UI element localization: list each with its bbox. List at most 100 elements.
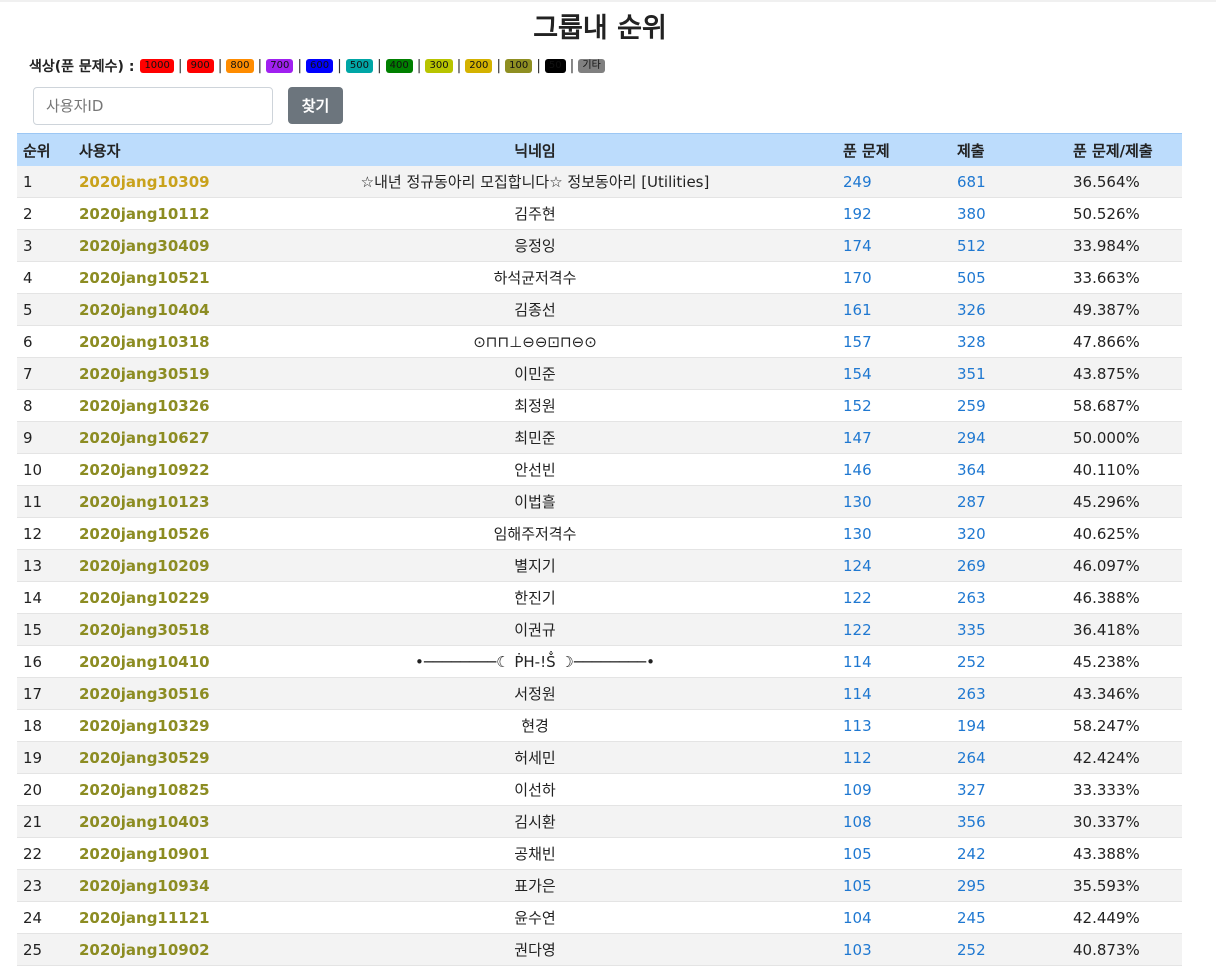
- submission-count-link[interactable]: 326: [951, 293, 1067, 326]
- legend-separator: |: [569, 58, 575, 74]
- user-link[interactable]: 2020jang10825: [73, 773, 233, 806]
- rank-cell: 19: [17, 741, 73, 774]
- submission-count-link[interactable]: 259: [951, 389, 1067, 422]
- solved-count-link[interactable]: 130: [837, 485, 951, 518]
- user-link[interactable]: 2020jang10209: [73, 549, 233, 582]
- submission-count-link[interactable]: 263: [951, 677, 1067, 710]
- submission-count-link[interactable]: 681: [951, 166, 1067, 198]
- user-link[interactable]: 2020jang30518: [73, 613, 233, 646]
- submission-count-link[interactable]: 287: [951, 485, 1067, 518]
- submission-count-link[interactable]: 242: [951, 837, 1067, 870]
- user-link[interactable]: 2020jang10329: [73, 709, 233, 742]
- user-link[interactable]: 2020jang10526: [73, 517, 233, 550]
- submission-count-link[interactable]: 295: [951, 869, 1067, 902]
- solved-count-link[interactable]: 114: [837, 677, 951, 710]
- nickname-cell: 김종선: [233, 293, 837, 326]
- top-border: [0, 0, 1216, 2]
- submission-count-link[interactable]: 245: [951, 901, 1067, 934]
- solved-count-link[interactable]: 114: [837, 645, 951, 678]
- ratio-cell: 42.449%: [1067, 901, 1182, 934]
- submission-count-link[interactable]: 351: [951, 357, 1067, 390]
- user-link[interactable]: 2020jang10123: [73, 485, 233, 518]
- rank-cell: 1: [17, 166, 73, 198]
- submission-count-link[interactable]: 356: [951, 805, 1067, 838]
- solved-count-link[interactable]: 147: [837, 421, 951, 454]
- user-link[interactable]: 2020jang30516: [73, 677, 233, 710]
- solved-count-link[interactable]: 122: [837, 581, 951, 614]
- user-link[interactable]: 2020jang10922: [73, 453, 233, 486]
- legend-separator: |: [257, 58, 263, 74]
- solved-count-link[interactable]: 113: [837, 709, 951, 742]
- submission-count-link[interactable]: 320: [951, 517, 1067, 550]
- user-link[interactable]: 2020jang10326: [73, 389, 233, 422]
- ratio-cell: 33.333%: [1067, 773, 1182, 806]
- user-link[interactable]: 2020jang10901: [73, 837, 233, 870]
- solved-count-link[interactable]: 154: [837, 357, 951, 390]
- submission-count-link[interactable]: 294: [951, 421, 1067, 454]
- solved-count-link[interactable]: 122: [837, 613, 951, 646]
- user-link[interactable]: 2020jang10309: [73, 166, 233, 198]
- solved-count-link[interactable]: 174: [837, 229, 951, 262]
- user-id-search-input[interactable]: [33, 87, 273, 125]
- rank-cell: 23: [17, 869, 73, 902]
- legend-separator: |: [496, 58, 502, 74]
- user-link[interactable]: 2020jang10318: [73, 325, 233, 358]
- user-link[interactable]: 2020jang30409: [73, 229, 233, 262]
- submission-count-link[interactable]: 364: [951, 453, 1067, 486]
- nickname-cell: 이권규: [233, 613, 837, 646]
- submission-count-link[interactable]: 328: [951, 325, 1067, 358]
- submission-count-link[interactable]: 263: [951, 581, 1067, 614]
- solved-count-link[interactable]: 109: [837, 773, 951, 806]
- submission-count-link[interactable]: 252: [951, 645, 1067, 678]
- submission-count-link[interactable]: 505: [951, 261, 1067, 294]
- user-link[interactable]: 2020jang10521: [73, 261, 233, 294]
- solved-count-link[interactable]: 157: [837, 325, 951, 358]
- table-row: 22 2020jang10901 공채빈 105 242 43.388%: [17, 837, 1182, 870]
- user-link[interactable]: 2020jang10229: [73, 581, 233, 614]
- table-row: 20 2020jang10825 이선하 109 327 33.333%: [17, 773, 1182, 806]
- submission-count-link[interactable]: 269: [951, 549, 1067, 582]
- solved-count-link[interactable]: 146: [837, 453, 951, 486]
- legend-badge: 1000: [140, 59, 174, 73]
- submission-count-link[interactable]: 252: [951, 933, 1067, 966]
- solved-count-link[interactable]: 170: [837, 261, 951, 294]
- solved-count-link[interactable]: 130: [837, 517, 951, 550]
- solved-count-link[interactable]: 192: [837, 197, 951, 230]
- color-legend: 색상(푼 문제수) : 1000 | 900 | 800 | 700 | 600 | 500 | 400…: [29, 56, 605, 76]
- solved-count-link[interactable]: 249: [837, 166, 951, 198]
- submission-count-link[interactable]: 194: [951, 709, 1067, 742]
- table-row: 15 2020jang30518 이권규 122 335 36.418%: [17, 613, 1182, 646]
- submission-count-link[interactable]: 264: [951, 741, 1067, 774]
- ratio-cell: 43.388%: [1067, 837, 1182, 870]
- user-link[interactable]: 2020jang30519: [73, 357, 233, 390]
- solved-count-link[interactable]: 105: [837, 869, 951, 902]
- solved-count-link[interactable]: 105: [837, 837, 951, 870]
- solved-count-link[interactable]: 152: [837, 389, 951, 422]
- legend-badge: 400: [385, 59, 413, 73]
- ratio-cell: 36.564%: [1067, 166, 1182, 198]
- user-link[interactable]: 2020jang10934: [73, 869, 233, 902]
- submission-count-link[interactable]: 380: [951, 197, 1067, 230]
- search-button[interactable]: 찾기: [288, 87, 343, 124]
- user-link[interactable]: 2020jang30529: [73, 741, 233, 774]
- submission-count-link[interactable]: 327: [951, 773, 1067, 806]
- table-row: 25 2020jang10902 권다영 103 252 40.873%: [17, 933, 1182, 966]
- user-link[interactable]: 2020jang10403: [73, 805, 233, 838]
- user-link[interactable]: 2020jang11121: [73, 901, 233, 934]
- solved-count-link[interactable]: 108: [837, 805, 951, 838]
- solved-count-link[interactable]: 161: [837, 293, 951, 326]
- legend-badge: 50: [544, 59, 566, 73]
- rank-cell: 17: [17, 677, 73, 710]
- user-link[interactable]: 2020jang10410: [73, 645, 233, 678]
- user-link[interactable]: 2020jang10112: [73, 197, 233, 230]
- nickname-cell: 한진기: [233, 581, 837, 614]
- user-link[interactable]: 2020jang10404: [73, 293, 233, 326]
- solved-count-link[interactable]: 112: [837, 741, 951, 774]
- user-link[interactable]: 2020jang10902: [73, 933, 233, 966]
- user-link[interactable]: 2020jang10627: [73, 421, 233, 454]
- submission-count-link[interactable]: 512: [951, 229, 1067, 262]
- submission-count-link[interactable]: 335: [951, 613, 1067, 646]
- solved-count-link[interactable]: 103: [837, 933, 951, 966]
- solved-count-link[interactable]: 124: [837, 549, 951, 582]
- solved-count-link[interactable]: 104: [837, 901, 951, 934]
